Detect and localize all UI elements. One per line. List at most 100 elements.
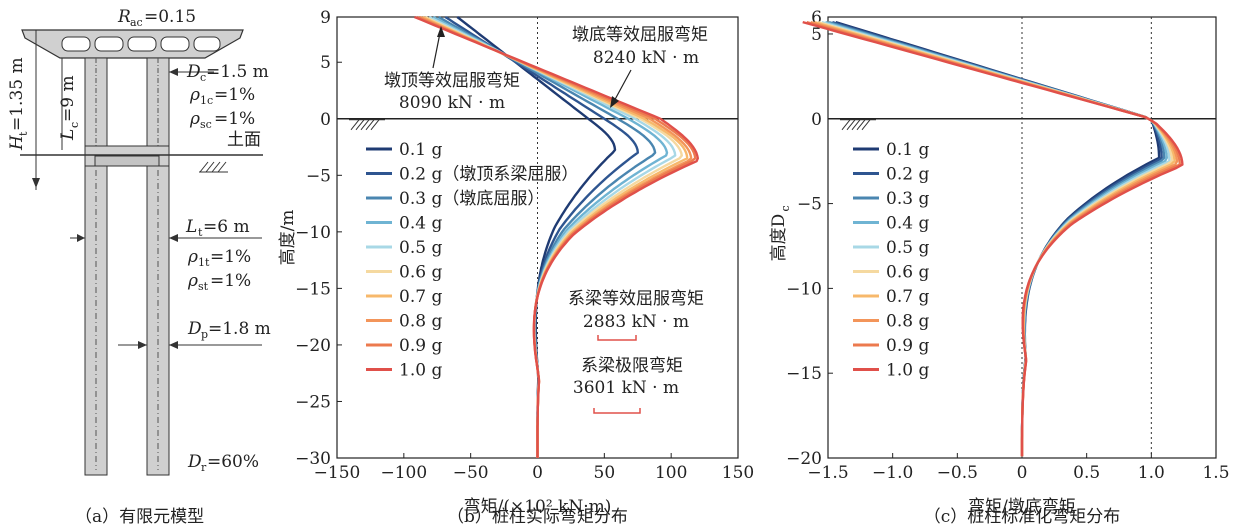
dr-label: D (187, 452, 202, 472)
y-tick-label: −20 (786, 449, 822, 469)
deck-cells (61, 36, 221, 52)
y-tick-label: −30 (295, 449, 331, 469)
legend-label: 0.2 g（墩顶系梁屈服） (399, 165, 578, 185)
legend-label: 0.1 g (399, 140, 442, 160)
normalized-curve-1 (835, 20, 1161, 457)
x-tick-label: 150 (722, 463, 754, 483)
y-tick-label: −10 (786, 279, 822, 299)
y-tick-label: 9 (320, 8, 331, 28)
x-tick-label: 1.0 (1138, 463, 1165, 483)
x-tick-label: −0.5 (937, 463, 978, 483)
legend-label: 0.4 g (399, 214, 442, 234)
dp-arrow-right (169, 341, 178, 349)
hatch-stroke (360, 119, 370, 131)
y-tick-label: −5 (306, 166, 331, 186)
x-axis-label: 弯矩/墩底弯矩 (968, 497, 1076, 517)
rho1t-label: ρ (187, 247, 198, 267)
x-tick-label: −1.5 (807, 463, 848, 483)
dp-value: =1.8 m (208, 319, 271, 339)
lc-value: =9 m (58, 75, 78, 122)
hatch-stroke (856, 119, 866, 131)
ht-value: =1.35 m (7, 57, 27, 131)
normalized-curve-9 (806, 20, 1181, 457)
y-axis-label-group: 高度D c (769, 205, 792, 261)
bottom-yield-value: 8240 kN · m (593, 48, 699, 68)
curves (802, 20, 1184, 457)
beam-ult-title: 系梁极限弯矩 (581, 356, 683, 376)
legend-label: 0.9 g (886, 336, 929, 356)
beam-yield-value: 2883 kN · m (583, 312, 689, 332)
dc-sub: c (200, 71, 206, 84)
beam-ult-value: 3601 kN · m (573, 378, 679, 398)
panel-b-chart: −150 −100 −50 0 50 100 150950−5−10−15−20−25−30… (278, 8, 754, 527)
legend: 0.1 g 0.2 g 0.3 g 0.4 g 0.5 g 0.6 g 0.7 g 0.8 g… (853, 140, 929, 381)
legend-label: 0.5 g (399, 238, 442, 258)
x-tick-label: 50 (594, 463, 616, 483)
rho1c-label: ρ (189, 85, 200, 105)
ground-hatch (199, 161, 228, 173)
rhosc-value: =1% (214, 109, 255, 129)
ht-arrow (32, 178, 40, 188)
top-yield-value: 8090 kN · m (399, 93, 505, 113)
legend-label: 0.3 g（墩底屈服） (399, 189, 544, 209)
normalized-curve-8 (810, 20, 1179, 457)
legend-label: 0.8 g (399, 312, 442, 332)
y-axis-label-group: 高度/m (278, 210, 298, 266)
panel-caption: （b）桩柱实际弯矩分布 (447, 507, 628, 527)
ht-label: H (7, 134, 27, 151)
dp-sub: p (201, 328, 208, 341)
normalized-curve-5 (821, 20, 1171, 457)
lc-sub: c (68, 122, 81, 128)
y-tick-label: 5 (320, 53, 331, 73)
y-tick-label: −15 (786, 364, 822, 384)
rhost-value: =1% (210, 271, 251, 291)
normalized-curve-3 (828, 20, 1166, 457)
panel-caption: （c）桩柱标准化弯矩分布 (924, 507, 1121, 527)
hatch-stroke (841, 119, 851, 131)
beam-yield-title: 系梁等效屈服弯矩 (568, 289, 704, 309)
dr-sub: r (201, 461, 207, 474)
lt-arrow-right (169, 234, 178, 242)
x-tick-label: 0.5 (1073, 463, 1100, 483)
tie-beam (94, 155, 160, 167)
lt-arrow-left (77, 234, 85, 242)
hatch-stroke (350, 119, 360, 131)
legend-label: 0.5 g (886, 238, 929, 258)
pile-left (84, 165, 108, 476)
y-axis-label: 高度D (769, 214, 789, 262)
hatch-stroke (365, 119, 375, 131)
rac-label: R (117, 7, 131, 27)
y-tick-label: 5 (811, 25, 822, 45)
x-tick-label: 1.5 (1202, 463, 1229, 483)
pile-right (146, 165, 170, 476)
legend-label: 0.6 g (399, 263, 442, 283)
legend-label: 0.8 g (886, 312, 929, 332)
x-tick-label: −50 (453, 463, 489, 483)
rhost-label: ρ (187, 271, 198, 291)
ground-hatch-symbol (840, 119, 876, 131)
dp-label: D (187, 319, 202, 339)
x-tick-label: −150 (314, 463, 361, 483)
y-tick-label: 0 (811, 110, 822, 130)
y-tick-label: −25 (295, 392, 331, 412)
rho1c-sub: 1c (200, 94, 213, 107)
legend-label: 0.7 g (399, 287, 442, 307)
legend-label: 1.0 g (886, 361, 929, 381)
normalized-curve-6 (817, 20, 1174, 457)
rho1c-value: =1% (214, 85, 255, 105)
x-tick-label: 0 (1017, 463, 1028, 483)
ht-label-group: H t =1.35 m (7, 57, 30, 151)
legend-label: 0.4 g (886, 214, 929, 234)
legend-label: 0.1 g (886, 140, 929, 160)
ht-sub: t (17, 131, 30, 136)
rho1t-value: =1% (210, 247, 251, 267)
legend-label: 0.3 g (886, 189, 929, 209)
legend-label: 1.0 g (399, 361, 442, 381)
legend-label: 0.6 g (886, 263, 929, 283)
bottom-yield-title: 墩底等效屈服弯矩 (572, 25, 708, 45)
y-tick-label: −20 (295, 336, 331, 356)
y-tick-label: 0 (320, 110, 331, 130)
beam-yield-bracket (597, 335, 637, 341)
x-tick-label: −100 (380, 463, 427, 483)
